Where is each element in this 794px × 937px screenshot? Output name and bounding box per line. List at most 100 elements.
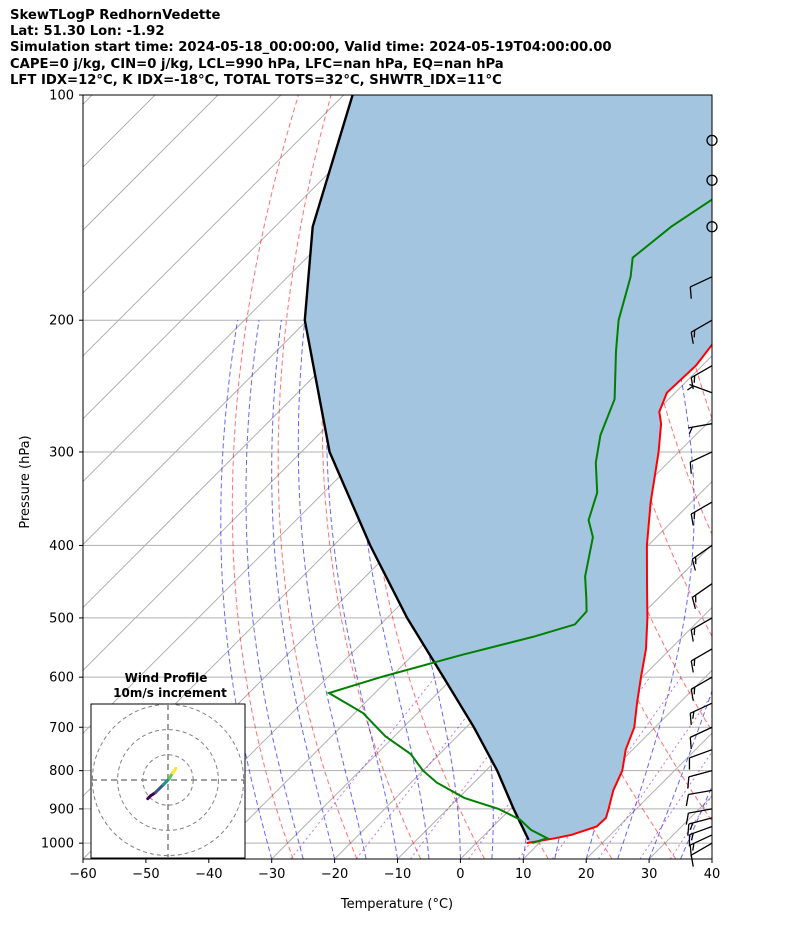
hodograph-title: Wind Profile [125, 671, 208, 685]
hodograph-ring [142, 754, 194, 806]
wind-barb-staff [688, 808, 713, 814]
moist-adiabat [617, 320, 695, 859]
calm-wind-circle [706, 174, 718, 186]
wind-barb-feather [689, 462, 692, 474]
x-tick-label: −10 [384, 867, 411, 882]
x-tick-label: −30 [258, 867, 285, 882]
isotherm-gridline [775, 95, 794, 859]
hodograph-trace-segment [173, 766, 178, 772]
dewpoint-profile-line [326, 198, 712, 845]
mixing-ratio-line [597, 694, 712, 859]
y-axis-label: Pressure (hPa) [18, 435, 33, 528]
hodograph-ring [91, 703, 245, 857]
wind-barb-feather [690, 513, 694, 526]
x-tick-label: −50 [132, 867, 159, 882]
wind-barb-feather [688, 426, 693, 435]
dry-adiabat [755, 95, 794, 859]
hodograph-inset: Wind Profile 10m/s increment [90, 671, 246, 859]
wind-barb-staff [689, 451, 713, 463]
wind-barb-staff [688, 423, 713, 429]
wind-barb-staff [688, 817, 713, 825]
x-tick-label: 10 [515, 867, 532, 882]
wind-barbs [685, 134, 718, 867]
dry-adiabat [787, 95, 794, 859]
isotherm-gridline [83, 95, 345, 357]
wind-barb-staff [688, 770, 713, 778]
cin-shaded-area [304, 95, 712, 844]
calm-wind-circle [706, 221, 718, 233]
isotherm-gridline [522, 669, 712, 859]
y-tick-label: 700 [49, 721, 74, 736]
moist-adiabat [648, 689, 712, 859]
mixing-ratio-line [639, 751, 712, 859]
moist-adiabat [680, 785, 712, 859]
wind-barb-feather [690, 833, 694, 841]
y-tick-label: 500 [49, 611, 74, 626]
axes: −60 −50 −40 −30 −20 −10 0 10 20 30 40 1000 900 800 700… [41, 89, 720, 883]
x-tick-label: 20 [578, 867, 595, 882]
y-tick-label: 400 [49, 539, 74, 554]
wind-barb-feather [685, 794, 690, 807]
wind-barb-feather [692, 843, 695, 851]
wind-barb-feather [689, 713, 692, 726]
wind-barb-feather [687, 776, 690, 789]
wind-barb-feather [687, 823, 690, 836]
parcel-profile-line [303, 95, 530, 841]
calm-wind-circle [706, 134, 718, 147]
moist-adiabat [220, 320, 273, 859]
title-line-indices: LFT IDX=12°C, K IDX=-18°C, TOTAL TOTS=32… [10, 72, 502, 88]
y-tick-label: 300 [49, 445, 74, 460]
wind-barb-feather [689, 286, 692, 299]
isotherm-gridline [83, 95, 282, 294]
isotherm-gridline [83, 95, 219, 231]
x-tick-label: 0 [456, 867, 464, 882]
title-line-cape: CAPE=0 j/kg, CIN=0 j/kg, LCL=990 hPa, LF… [10, 56, 504, 72]
wind-barb-feather [685, 812, 690, 825]
dry-adiabat [519, 95, 712, 822]
x-tick-label: −20 [321, 867, 348, 882]
dry-adiabat [277, 95, 358, 859]
wind-barb-feather [691, 597, 697, 609]
y-tick-label: 1000 [41, 837, 74, 852]
title-line-location: Lat: 51.30 Lon: -1.92 [10, 24, 165, 40]
dry-adiabat [231, 95, 299, 859]
wind-barb-staff [690, 842, 713, 856]
dry-adiabat [722, 95, 794, 859]
x-tick-label: −60 [69, 867, 96, 882]
y-tick-label: 200 [49, 314, 74, 329]
wind-barb-feather [691, 559, 697, 571]
y-tick-label: 600 [49, 671, 74, 686]
wind-barb-feather [690, 855, 694, 867]
moist-adiabat [711, 857, 712, 859]
wind-barb-staff [689, 276, 713, 288]
wind-barb-feather [689, 822, 694, 831]
moist-adiabat [245, 320, 304, 859]
x-tick-label: 40 [704, 867, 721, 882]
wind-barb-feather [690, 660, 694, 673]
isotherm-gridline [334, 480, 712, 859]
isotherm-gridline [83, 95, 93, 105]
title-line-times: Simulation start time: 2024-05-18_00:00:… [10, 40, 612, 56]
moist-adiabat [744, 320, 794, 859]
mixing-ratio-line [290, 676, 436, 859]
isotherm-gridline [711, 858, 712, 859]
wind-barb-staff [689, 749, 713, 759]
moist-adiabat [297, 320, 367, 859]
wind-barb-feather [690, 629, 694, 642]
wind-barb-feather [690, 689, 694, 701]
hodograph-ring [117, 729, 219, 831]
dry-adiabat [623, 95, 712, 536]
profile-lines [303, 95, 712, 845]
x-tick-label: −40 [195, 867, 222, 882]
x-axis-label: Temperature (°C) [340, 897, 453, 912]
wind-barb-feather [689, 845, 692, 857]
dry-adiabat [321, 95, 422, 859]
y-tick-label: 800 [49, 764, 74, 779]
wind-barb-feather [692, 711, 695, 719]
wind-barb-staff [688, 789, 713, 796]
y-tick-label: 100 [49, 89, 74, 104]
title-line-station: SkewTLogP RedhornVedette [10, 8, 221, 23]
hodograph-subtitle: 10m/s increment [113, 686, 227, 700]
moist-adiabat [325, 320, 398, 859]
